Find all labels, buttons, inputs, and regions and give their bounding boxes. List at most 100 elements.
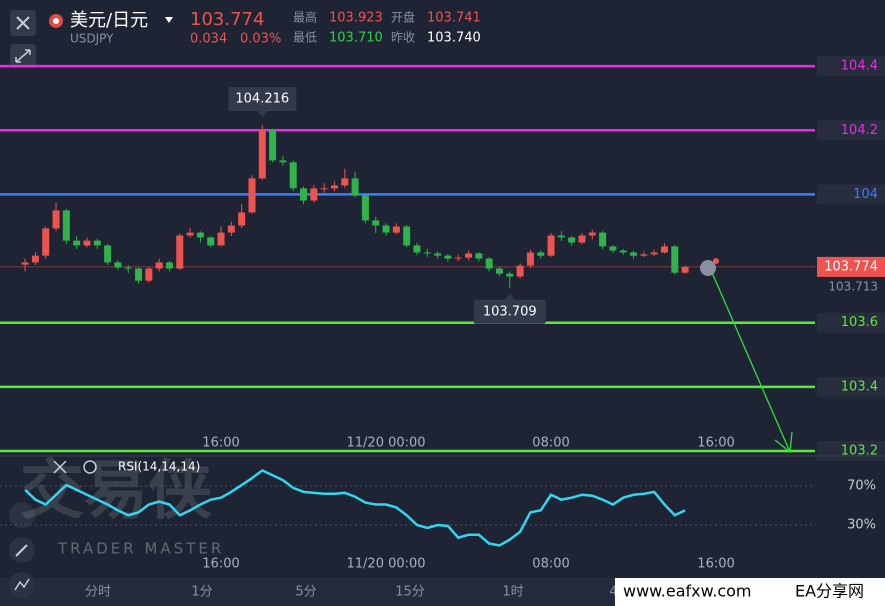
change-pct: 0.03% [240, 32, 281, 47]
candle-body [165, 262, 173, 269]
symbol: USDJPY [70, 32, 114, 46]
candle-body [155, 262, 163, 269]
last-price-label: 103.774 [824, 259, 878, 274]
candle-body [382, 225, 390, 233]
dropdown-icon[interactable] [165, 17, 173, 23]
flag [53, 18, 59, 24]
indicator-icon [14, 578, 30, 591]
pair[interactable]: 美元/日元 [70, 10, 148, 31]
candle-body [444, 255, 452, 259]
candle-body [372, 220, 380, 226]
x-tick-label: 16:00 [202, 436, 239, 451]
level-label-box [817, 312, 885, 333]
last-price-box [817, 256, 885, 277]
low-label: 103.709 [483, 304, 537, 319]
candle-body [609, 246, 617, 251]
candle-body [403, 226, 411, 246]
candle-body [434, 253, 442, 256]
y-tick-label: 104.2 [841, 123, 878, 138]
x-tick-label: 11/20 00:00 [347, 557, 426, 572]
candle-body [269, 130, 277, 161]
stat-value: 103.710 [329, 31, 383, 46]
stat-value: 103.740 [427, 31, 481, 46]
candle-body [21, 262, 29, 265]
y-tick-label: 104 [853, 187, 878, 202]
axis-marker: 103.713 [828, 279, 878, 293]
plot: 104.4 104.2 104 103.6 103.4 103.2 16:00 11/20 0… [0, 56, 885, 572]
candle-body [145, 268, 153, 281]
candle-body [31, 255, 39, 263]
candle-body [310, 188, 318, 201]
candle-body [454, 257, 462, 259]
stat-label: 最低 [293, 31, 317, 45]
timeframe-tab[interactable]: 15分 [395, 585, 425, 600]
candle-body [640, 254, 648, 256]
x-tick-label: 16:00 [202, 557, 239, 572]
watermark: TRADER MASTER [57, 540, 224, 558]
candle-body [300, 188, 308, 201]
candle-body [351, 178, 359, 196]
x-tick-label: 08:00 [532, 436, 569, 451]
stat-label: 开盘 [391, 10, 415, 25]
candle-body [568, 237, 576, 243]
info-icon[interactable] [700, 260, 716, 276]
alert-dot [713, 258, 719, 264]
timeframe-tab[interactable]: 5分 [295, 585, 316, 600]
candle-body [526, 252, 534, 266]
candle-body [207, 237, 215, 246]
candle-body [42, 228, 50, 256]
stat-label: 昨收 [391, 31, 415, 45]
candle-body [330, 185, 338, 189]
candle-body [465, 253, 473, 258]
stat-label: 最高 [293, 10, 317, 25]
candle-body [599, 232, 607, 247]
high-label: 104.216 [235, 92, 289, 107]
candle-body [413, 245, 421, 253]
candle-body [423, 252, 431, 254]
high-callout-box [228, 87, 297, 112]
low-callout-box [473, 299, 546, 324]
candle-body [619, 250, 627, 253]
candle-body [506, 273, 514, 277]
change: 0.034 [190, 32, 227, 47]
rsi-title: RSI(14,14,14) [118, 460, 200, 474]
x-tick-label: 16:00 [697, 557, 734, 572]
candle-body [630, 252, 638, 256]
timeframe-tab[interactable]: 分时 [85, 585, 111, 600]
watermark: 交易侠 [20, 455, 212, 529]
candle-body [341, 178, 349, 186]
candle-body [258, 130, 266, 179]
candle-body [227, 225, 235, 233]
rsi-settings[interactable] [83, 460, 97, 474]
candle-body [495, 268, 503, 274]
timeframe-tab[interactable]: 1时 [502, 585, 523, 600]
candle-body [238, 212, 246, 226]
candle-body [93, 240, 101, 246]
timeframe-tab[interactable]: 1分 [191, 585, 212, 600]
candle-body [392, 226, 400, 233]
tool-button[interactable] [9, 502, 35, 528]
rsi-close[interactable] [53, 460, 67, 474]
level-label-box [817, 184, 885, 205]
level-label-box [817, 376, 885, 397]
watermark-box [615, 578, 885, 606]
y-tick-label: 30% [847, 518, 876, 533]
candle-body [289, 162, 297, 189]
x-tick-label: 16:00 [697, 436, 734, 451]
candle-body [83, 240, 91, 246]
candle-body [62, 210, 70, 241]
candle-body [104, 245, 112, 263]
arrow [709, 267, 793, 454]
close-icon [16, 16, 30, 30]
candle-body [660, 246, 668, 253]
candle-body [547, 235, 555, 256]
y-tick-label: 103.2 [841, 443, 878, 458]
candle-body [176, 235, 184, 269]
y-tick-label: 104.4 [841, 59, 878, 74]
candle-body [124, 267, 132, 269]
candle-body [217, 232, 225, 246]
candle-body [578, 235, 586, 243]
level-label-box [817, 120, 885, 141]
y-tick-label: 103.4 [841, 379, 878, 394]
